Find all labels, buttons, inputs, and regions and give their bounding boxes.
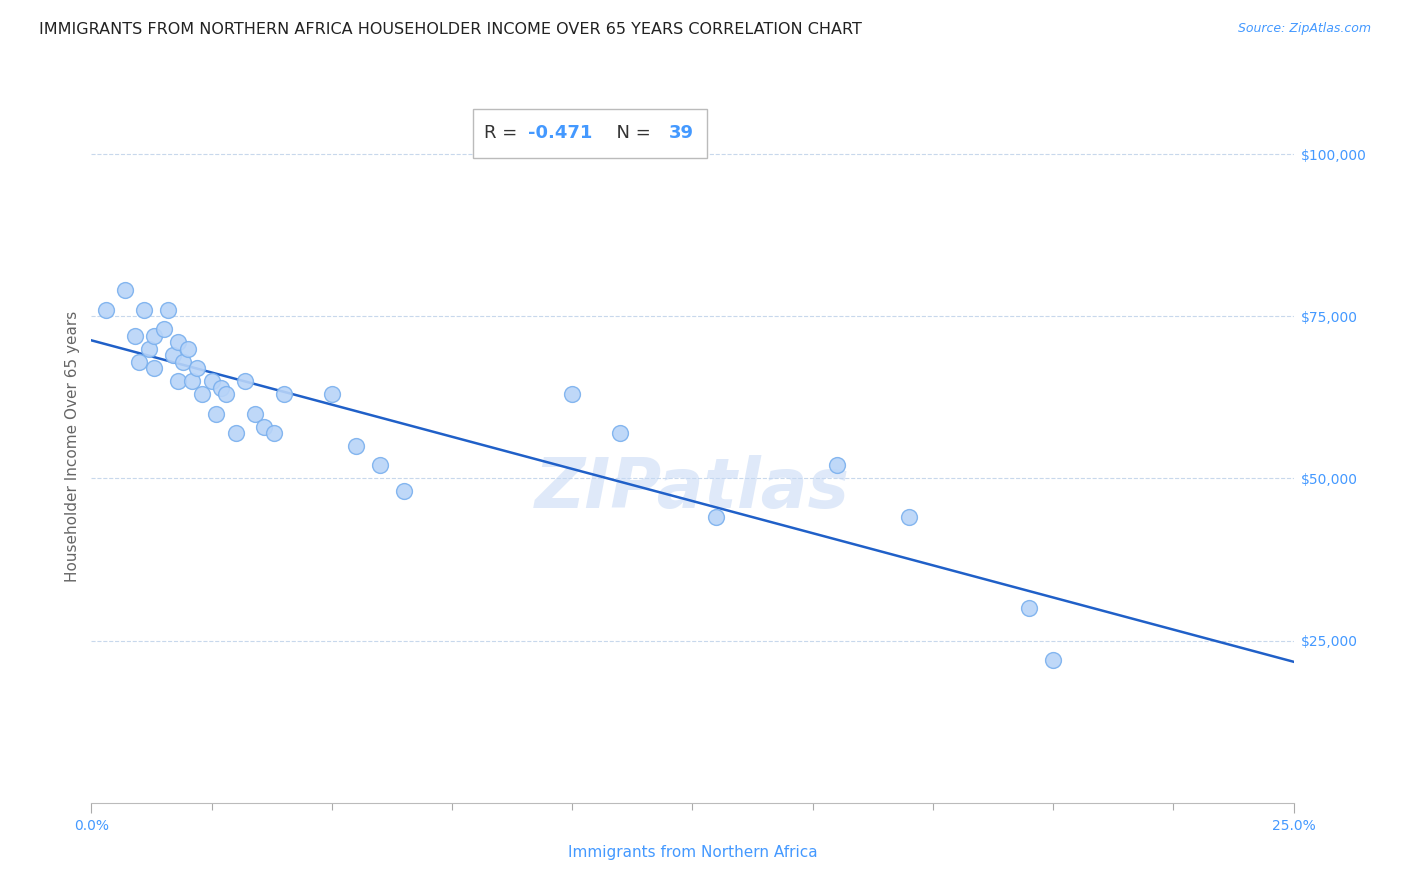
Point [94,302,117,317]
Point [344,439,367,453]
Point [825,458,848,473]
Point [561,387,583,401]
Point [205,407,228,421]
Point [1042,653,1064,667]
Y-axis label: Householder Income Over 65 years: Householder Income Over 65 years [65,310,80,582]
Text: Source: ZipAtlas.com: Source: ZipAtlas.com [1237,22,1371,36]
Text: -0.471: -0.471 [527,125,592,143]
Point [1018,601,1040,615]
Point [128,354,150,368]
Point [273,387,295,401]
Point [321,387,343,401]
Point [152,322,174,336]
FancyBboxPatch shape [472,109,707,158]
Point [176,342,198,356]
X-axis label: Immigrants from Northern Africa: Immigrants from Northern Africa [568,845,817,860]
Point [706,510,728,524]
Point [215,387,238,401]
Point [201,374,224,388]
Text: R =: R = [485,125,523,143]
Point [897,510,920,524]
Point [253,419,276,434]
Point [157,302,180,317]
Point [186,361,208,376]
Point [172,354,194,368]
Point [181,374,204,388]
Point [609,425,631,440]
Point [392,484,415,499]
Point [142,361,165,376]
Point [209,381,232,395]
Point [114,283,136,297]
Point [142,328,165,343]
Point [124,328,146,343]
Point [225,425,247,440]
Text: IMMIGRANTS FROM NORTHERN AFRICA HOUSEHOLDER INCOME OVER 65 YEARS CORRELATION CHA: IMMIGRANTS FROM NORTHERN AFRICA HOUSEHOL… [39,22,862,37]
Point [162,348,184,362]
Point [134,302,156,317]
Text: ZIPatlas: ZIPatlas [534,455,851,523]
Text: N =: N = [605,125,657,143]
Point [167,374,190,388]
Point [233,374,256,388]
Point [263,425,285,440]
Point [167,335,190,350]
Point [243,407,266,421]
Point [368,458,391,473]
Point [138,342,160,356]
Point [191,387,214,401]
Text: 39: 39 [668,125,693,143]
